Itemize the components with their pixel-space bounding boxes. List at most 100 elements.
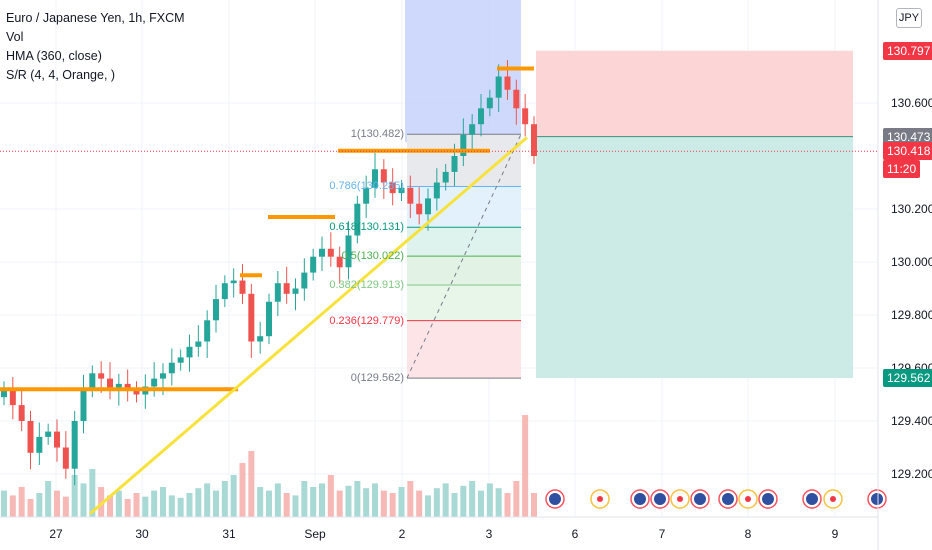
fib-trend-line — [406, 134, 522, 379]
candle-body — [36, 436, 43, 453]
candle-body — [380, 169, 387, 183]
candle-body — [168, 362, 175, 374]
volume-bar — [319, 483, 325, 517]
economic-event-flag — [654, 493, 666, 505]
candle-body — [98, 373, 105, 379]
volume-bar — [310, 487, 317, 517]
candle-body — [433, 182, 440, 199]
volume-bar — [486, 483, 493, 517]
candle-body — [9, 389, 16, 406]
volume-bar — [204, 483, 211, 517]
time-axis-tick: 31 — [222, 527, 236, 541]
candle-body — [292, 288, 299, 294]
volume-bar — [283, 493, 290, 517]
candle-body — [204, 320, 211, 342]
volume-bar — [372, 483, 378, 517]
fib-level-label: 0.5(130.022) — [341, 250, 404, 263]
candle-body — [469, 124, 476, 135]
volume-bar — [442, 483, 449, 517]
volume-bar — [354, 481, 361, 517]
candle-body — [531, 124, 537, 156]
volume-bar — [274, 483, 281, 517]
position-profit-zone — [536, 50, 853, 137]
candle-body — [495, 76, 502, 98]
volume-bar — [195, 488, 202, 517]
volume-bar — [336, 490, 343, 517]
volume-bar — [292, 495, 299, 517]
volume-bar — [124, 499, 131, 517]
fib-band — [407, 256, 521, 286]
candle-body — [80, 389, 87, 421]
volume-bar — [160, 487, 166, 517]
time-axis-tick: 9 — [831, 527, 839, 541]
candle-body — [133, 389, 140, 395]
sr-indicator-label[interactable]: S/R (4, 4, Orange, ) — [6, 68, 116, 82]
volume-bar — [45, 481, 52, 517]
volume-bar — [363, 488, 370, 517]
time-axis-tick: 6 — [571, 527, 579, 541]
price-axis-tick: 129.200 — [891, 467, 932, 481]
volume-bar — [460, 485, 467, 517]
volume-bar — [177, 497, 184, 517]
volume-bar — [62, 496, 69, 517]
volume-bar — [248, 451, 255, 517]
economic-event-flag — [694, 493, 706, 505]
fib-level-label: 0.618(130.131) — [329, 221, 404, 234]
candle-body — [71, 421, 78, 469]
volume-bar — [257, 487, 264, 517]
time-axis-tick: 27 — [49, 527, 63, 541]
volume-bar — [18, 487, 25, 517]
candle-body — [54, 431, 60, 448]
candle-body — [195, 341, 202, 347]
volume-bar — [54, 490, 60, 517]
economic-event-flag — [722, 493, 734, 505]
volume-bar — [151, 490, 158, 517]
volume-bar — [433, 488, 440, 517]
volume-bar — [478, 490, 484, 517]
economic-event-flag — [549, 493, 561, 505]
candle-body — [160, 373, 166, 379]
volume-bar — [107, 495, 113, 517]
volume-bar — [327, 475, 334, 517]
volume-bar — [389, 493, 396, 517]
stop-price-label: 129.562 — [883, 369, 932, 388]
candle-body — [354, 203, 361, 236]
chart-legend: Euro / Japanese Yen, 1h, FXCM Vol HMA (3… — [6, 9, 185, 85]
economic-event-flag — [634, 493, 646, 505]
candle-body — [124, 383, 131, 390]
candle-body — [522, 108, 529, 125]
currency-button[interactable]: JPY — [896, 8, 922, 28]
price-axis-tick: 129.800 — [891, 308, 932, 322]
candle-body — [486, 97, 493, 109]
volume-bar — [213, 490, 219, 517]
volume-bar — [469, 481, 476, 517]
time-axis-tick: 3 — [485, 527, 493, 541]
candle-body — [266, 301, 272, 337]
volume-bar — [115, 490, 122, 517]
candle-body — [336, 256, 343, 268]
volume-bar — [345, 485, 352, 517]
candle-body — [327, 248, 334, 257]
hma-indicator-label[interactable]: HMA (360, close) — [6, 49, 102, 63]
candle-body — [274, 283, 281, 302]
fib-level-label: 0.786(130.285) — [329, 180, 404, 193]
candle-body — [45, 431, 52, 437]
fib-band — [407, 227, 521, 257]
volume-bar — [230, 475, 237, 517]
candle-body — [363, 187, 370, 204]
volume-bar — [71, 475, 78, 517]
candle-body — [151, 378, 158, 387]
candle-body — [504, 76, 511, 90]
vol-indicator-label[interactable]: Vol — [6, 30, 24, 44]
volume-bar — [266, 490, 272, 517]
volume-bar — [522, 415, 529, 517]
volume-bar — [380, 490, 387, 517]
volume-bar — [9, 495, 16, 517]
symbol-title[interactable]: Euro / Japanese Yen, 1h, FXCM — [6, 11, 185, 25]
fib-level-label: 1(130.482) — [350, 128, 404, 141]
candle-body — [62, 447, 69, 469]
candle-body — [239, 280, 246, 294]
volume-bar — [168, 495, 175, 517]
position-stop-zone — [536, 136, 853, 379]
